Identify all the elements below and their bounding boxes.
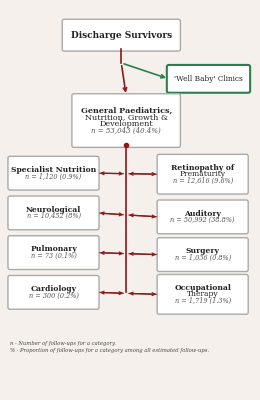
Text: Development: Development — [99, 120, 153, 128]
FancyBboxPatch shape — [157, 154, 248, 194]
Text: n = 10,452 (8%): n = 10,452 (8%) — [27, 212, 81, 220]
FancyBboxPatch shape — [157, 200, 248, 234]
FancyBboxPatch shape — [62, 19, 180, 51]
Text: Pulmonary: Pulmonary — [30, 245, 77, 253]
FancyBboxPatch shape — [167, 65, 250, 93]
Text: Specialist Nutrition: Specialist Nutrition — [11, 166, 96, 174]
Text: Cardiology: Cardiology — [30, 285, 76, 293]
Text: Auditory: Auditory — [184, 210, 221, 218]
FancyBboxPatch shape — [8, 276, 99, 309]
FancyBboxPatch shape — [157, 238, 248, 272]
Text: Nutrition, Growth &: Nutrition, Growth & — [84, 113, 168, 121]
Text: Prematurity: Prematurity — [180, 170, 226, 178]
FancyBboxPatch shape — [72, 94, 180, 147]
Text: n = 300 (0.2%): n = 300 (0.2%) — [29, 292, 79, 300]
Text: n = 1,719 (1.3%): n = 1,719 (1.3%) — [175, 297, 231, 305]
Text: n = 53,043 (40.4%): n = 53,043 (40.4%) — [91, 127, 161, 135]
Text: n = 1,120 (0.9%): n = 1,120 (0.9%) — [25, 172, 82, 180]
Text: n = 1,036 (0.8%): n = 1,036 (0.8%) — [175, 254, 231, 262]
Text: Neurological: Neurological — [26, 206, 81, 214]
Text: Occupational: Occupational — [174, 284, 231, 292]
Text: Surgery: Surgery — [186, 247, 220, 255]
FancyBboxPatch shape — [8, 196, 99, 230]
FancyBboxPatch shape — [157, 274, 248, 314]
FancyBboxPatch shape — [8, 156, 99, 190]
Text: Therapy: Therapy — [187, 290, 218, 298]
Text: Discharge Survivors: Discharge Survivors — [71, 31, 172, 40]
Text: Retinopathy of: Retinopathy of — [171, 164, 234, 172]
Text: 'Well Baby' Clinics: 'Well Baby' Clinics — [174, 75, 243, 83]
Text: n - Number of follow-ups for a category.: n - Number of follow-ups for a category. — [10, 340, 116, 346]
Text: n = 50,992 (38.8%): n = 50,992 (38.8%) — [171, 216, 235, 224]
Text: n = 12,616 (9.6%): n = 12,616 (9.6%) — [173, 177, 233, 185]
Text: n = 73 (0.1%): n = 73 (0.1%) — [31, 252, 76, 260]
FancyBboxPatch shape — [8, 236, 99, 270]
Text: General Paediatrics,: General Paediatrics, — [81, 106, 172, 114]
Text: % - Proportion of follow-ups for a category among all estimated follow-ups.: % - Proportion of follow-ups for a categ… — [10, 348, 209, 354]
